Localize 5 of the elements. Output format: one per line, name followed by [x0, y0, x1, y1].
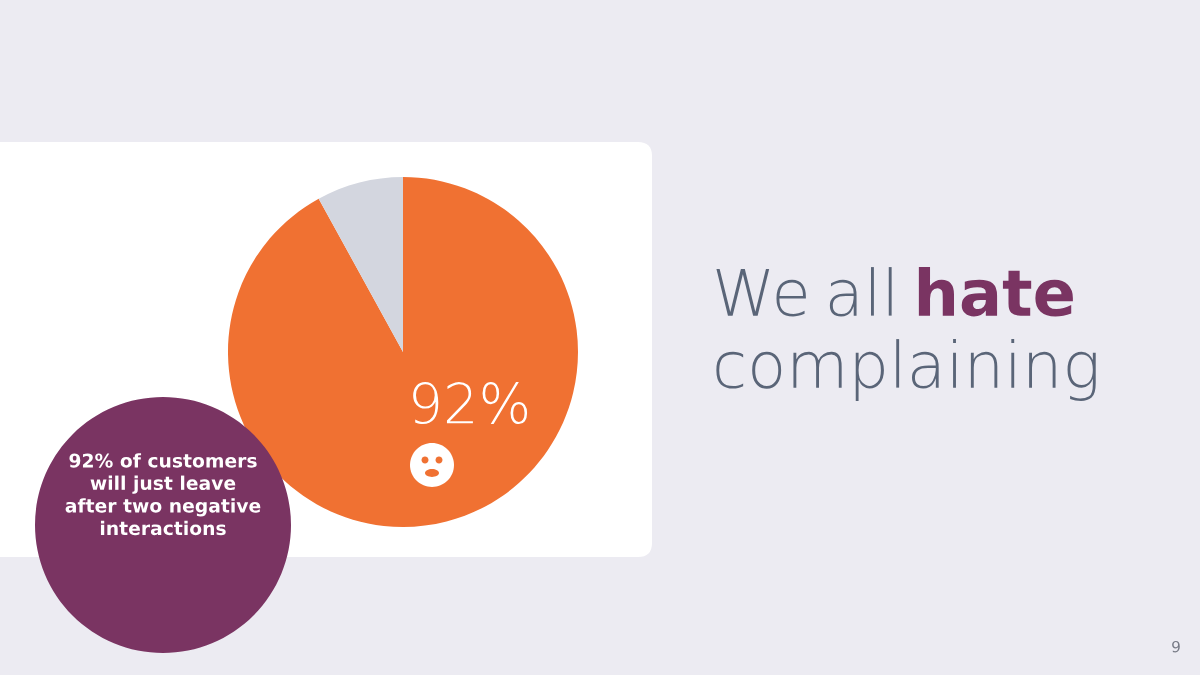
pie-slice [318, 177, 403, 352]
text: 92% of customers will just leave after two negative interactions [65, 453, 261, 536]
data-label: 92% [413, 382, 528, 425]
text: 9 [1172, 640, 1180, 653]
text: We all hate complaining [716, 267, 1096, 401]
